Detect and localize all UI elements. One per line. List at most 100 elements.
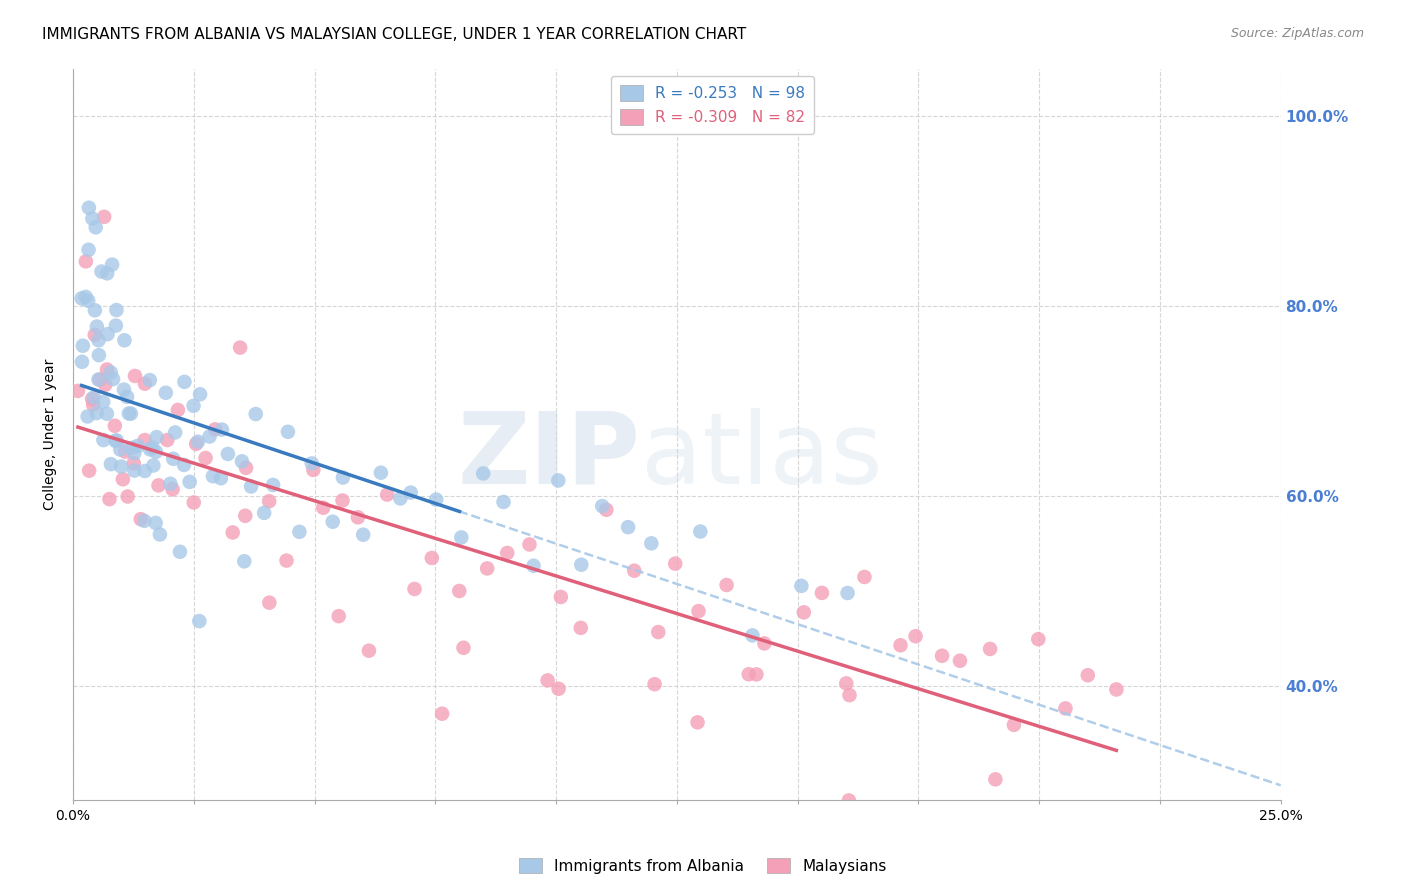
Point <box>173 458 195 472</box>
Point <box>93 210 115 224</box>
Point <box>139 442 162 457</box>
Y-axis label: College, Under 1 year: College, Under 1 year <box>44 359 58 510</box>
Point <box>134 514 156 528</box>
Point <box>288 524 311 539</box>
Point <box>86 319 108 334</box>
Point <box>124 446 146 460</box>
Point <box>745 667 768 681</box>
Point <box>134 464 156 478</box>
Point <box>134 433 156 447</box>
Point <box>837 586 859 600</box>
Point <box>312 500 335 515</box>
Point <box>97 327 120 342</box>
Point <box>332 493 354 508</box>
Point <box>231 454 253 468</box>
Point <box>1026 632 1049 647</box>
Point <box>793 605 815 619</box>
Point <box>259 596 281 610</box>
Point <box>420 551 443 566</box>
Point <box>183 399 205 413</box>
Point <box>838 793 860 807</box>
Point <box>110 459 132 474</box>
Text: Source: ZipAtlas.com: Source: ZipAtlas.com <box>1230 27 1364 40</box>
Point <box>1077 668 1099 682</box>
Point <box>853 570 876 584</box>
Point <box>188 614 211 628</box>
Point <box>122 456 145 470</box>
Point <box>257 494 280 508</box>
Point <box>262 478 284 492</box>
Point <box>569 558 592 572</box>
Point <box>198 429 221 443</box>
Point <box>134 376 156 391</box>
Point <box>811 586 834 600</box>
Point <box>129 512 152 526</box>
Point <box>664 557 686 571</box>
Point <box>233 508 256 523</box>
Point <box>754 636 776 650</box>
Point <box>235 461 257 475</box>
Point <box>277 425 299 439</box>
Point <box>430 706 453 721</box>
Point <box>93 433 115 447</box>
Point <box>100 457 122 471</box>
Point <box>90 264 112 278</box>
Point <box>159 476 181 491</box>
Point <box>83 303 105 318</box>
Point <box>301 457 323 471</box>
Text: ZIP: ZIP <box>458 408 641 505</box>
Point <box>162 451 184 466</box>
Point <box>76 409 98 424</box>
Text: atlas: atlas <box>641 408 883 505</box>
Point <box>70 355 93 369</box>
Point <box>328 609 350 624</box>
Point <box>156 433 179 447</box>
Point <box>644 677 666 691</box>
Point <box>87 372 110 386</box>
Point <box>591 499 613 513</box>
Point <box>82 392 104 406</box>
Point <box>183 495 205 509</box>
Point <box>838 688 860 702</box>
Point <box>209 471 232 485</box>
Point <box>86 406 108 420</box>
Legend: R = -0.253   N = 98, R = -0.309   N = 82: R = -0.253 N = 98, R = -0.309 N = 82 <box>610 76 814 134</box>
Point <box>98 492 121 507</box>
Point <box>211 423 233 437</box>
Point <box>110 442 132 457</box>
Point <box>647 625 669 640</box>
Point <box>165 425 187 440</box>
Point <box>148 478 170 492</box>
Point <box>449 584 471 599</box>
Point <box>89 372 111 386</box>
Point <box>145 430 167 444</box>
Point <box>201 469 224 483</box>
Point <box>105 303 128 318</box>
Point <box>141 441 163 455</box>
Point <box>595 502 617 516</box>
Point <box>77 293 100 308</box>
Point <box>716 578 738 592</box>
Point <box>425 492 447 507</box>
Point <box>72 339 94 353</box>
Point <box>139 373 162 387</box>
Point <box>370 466 392 480</box>
Point <box>121 441 143 455</box>
Point <box>155 385 177 400</box>
Point <box>686 715 709 730</box>
Point <box>322 515 344 529</box>
Point <box>96 362 118 376</box>
Point <box>453 640 475 655</box>
Point <box>332 470 354 484</box>
Point <box>77 243 100 257</box>
Point <box>904 629 927 643</box>
Point <box>115 390 138 404</box>
Point <box>145 516 167 530</box>
Point <box>931 648 953 663</box>
Text: IMMIGRANTS FROM ALBANIA VS MALAYSIAN COLLEGE, UNDER 1 YEAR CORRELATION CHART: IMMIGRANTS FROM ALBANIA VS MALAYSIAN COL… <box>42 27 747 42</box>
Point <box>1105 682 1128 697</box>
Point <box>122 464 145 478</box>
Point <box>240 479 263 493</box>
Point <box>835 676 858 690</box>
Point <box>188 387 211 401</box>
